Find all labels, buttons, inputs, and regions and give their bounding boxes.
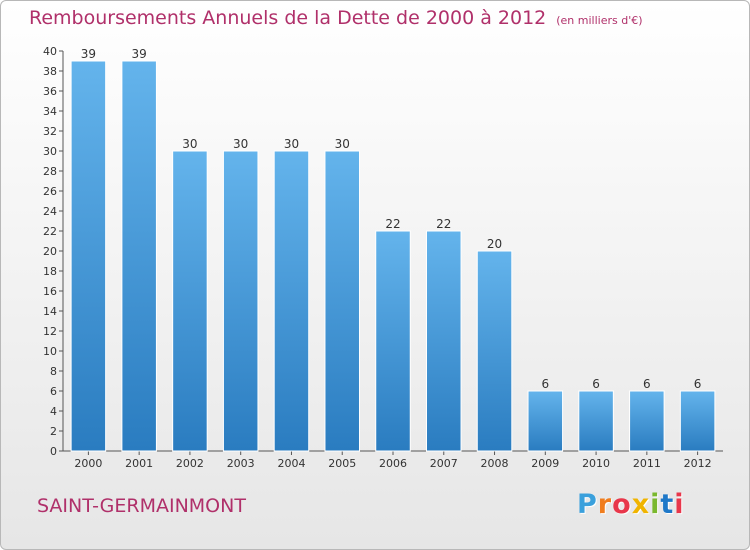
x-tick-label-2003: 2003: [227, 457, 255, 470]
data-label-2001: 39: [132, 47, 147, 61]
proxiti-logo[interactable]: Proxiti: [577, 489, 685, 520]
bar-2002: [172, 150, 208, 452]
logo-letter: i: [650, 489, 661, 520]
y-tick-label: 20: [43, 245, 57, 258]
x-tick-label-2007: 2007: [430, 457, 458, 470]
chart-subtitle: (en milliers d'€): [556, 14, 643, 27]
y-tick-label: 18: [43, 265, 57, 278]
logo-letter: x: [631, 489, 651, 520]
y-tick-label: 0: [50, 445, 57, 458]
commune-name: SAINT-GERMAINMONT: [37, 495, 246, 517]
y-tick-label: 34: [43, 105, 57, 118]
y-tick-label: 12: [43, 325, 57, 338]
y-tick-label: 14: [43, 305, 57, 318]
data-label-2002: 30: [182, 137, 197, 151]
bar-2009: [527, 390, 564, 452]
y-tick-label: 16: [43, 285, 57, 298]
y-tick-label: 30: [43, 145, 57, 158]
y-tick-label: 4: [50, 405, 57, 418]
x-tick-label-2011: 2011: [633, 457, 661, 470]
logo-letter: P: [577, 489, 598, 520]
chart-title-text: Remboursements Annuels de la Dette de 20…: [29, 7, 547, 29]
y-tick-label: 26: [43, 185, 57, 198]
y-tick-label: 24: [43, 205, 57, 218]
y-tick-label: 10: [43, 345, 57, 358]
data-label-2009: 6: [541, 377, 549, 391]
bar-2003: [222, 150, 259, 452]
y-tick-label: 38: [43, 65, 57, 78]
x-axis: 2000 2001 2002 2003 2004 2005 2006 2007 2008 2009…: [63, 450, 723, 470]
x-tick-label-2000: 2000: [74, 457, 102, 470]
y-tick-label: 6: [50, 385, 57, 398]
x-tick-label-2001: 2001: [125, 457, 153, 470]
bar-2004: [273, 150, 310, 452]
bar-2001: [121, 60, 157, 452]
logo-letter: o: [612, 489, 632, 520]
bars: [70, 60, 716, 452]
y-tick-label: 8: [50, 365, 57, 378]
data-label-2005: 30: [335, 137, 350, 151]
data-label-2007: 22: [436, 217, 451, 231]
logo-letter: i: [674, 489, 685, 520]
bar-2011: [629, 390, 665, 452]
bar-2008: [476, 250, 513, 452]
data-label-2000: 39: [81, 47, 96, 61]
y-tick-label: 2: [50, 425, 57, 438]
data-label-2008: 20: [487, 237, 502, 251]
x-tick-label-2010: 2010: [582, 457, 610, 470]
y-tick-label: 28: [43, 165, 57, 178]
bar-2012: [679, 390, 716, 452]
data-label-2006: 22: [385, 217, 400, 231]
bar-2010: [578, 390, 614, 452]
y-tick-label: 36: [43, 85, 57, 98]
y-tick-label: 22: [43, 225, 57, 238]
x-tick-label-2002: 2002: [176, 457, 204, 470]
data-labels: 39 39 30 30 30 30 22 22 20 6 6 6 6: [81, 47, 702, 391]
x-tick-label-2004: 2004: [277, 457, 305, 470]
data-label-2011: 6: [643, 377, 651, 391]
x-tick-label-2005: 2005: [328, 457, 356, 470]
bar-2007: [426, 230, 462, 452]
x-tick-label-2008: 2008: [481, 457, 509, 470]
data-label-2003: 30: [233, 137, 248, 151]
data-label-2004: 30: [284, 137, 299, 151]
logo-letter: r: [597, 489, 613, 520]
x-tick-label-2006: 2006: [379, 457, 407, 470]
chart-title: Remboursements Annuels de la Dette de 20…: [29, 7, 643, 29]
bar-2006: [375, 230, 411, 452]
y-tick-label: 32: [43, 125, 57, 138]
y-tick-label: 40: [43, 45, 57, 58]
x-tick-label-2009: 2009: [531, 457, 559, 470]
bar-2005: [324, 150, 360, 452]
x-tick-label-2012: 2012: [684, 457, 712, 470]
data-label-2010: 6: [592, 377, 600, 391]
bar-2000: [70, 60, 107, 452]
data-label-2012: 6: [694, 377, 702, 391]
logo-letter: t: [660, 489, 675, 520]
